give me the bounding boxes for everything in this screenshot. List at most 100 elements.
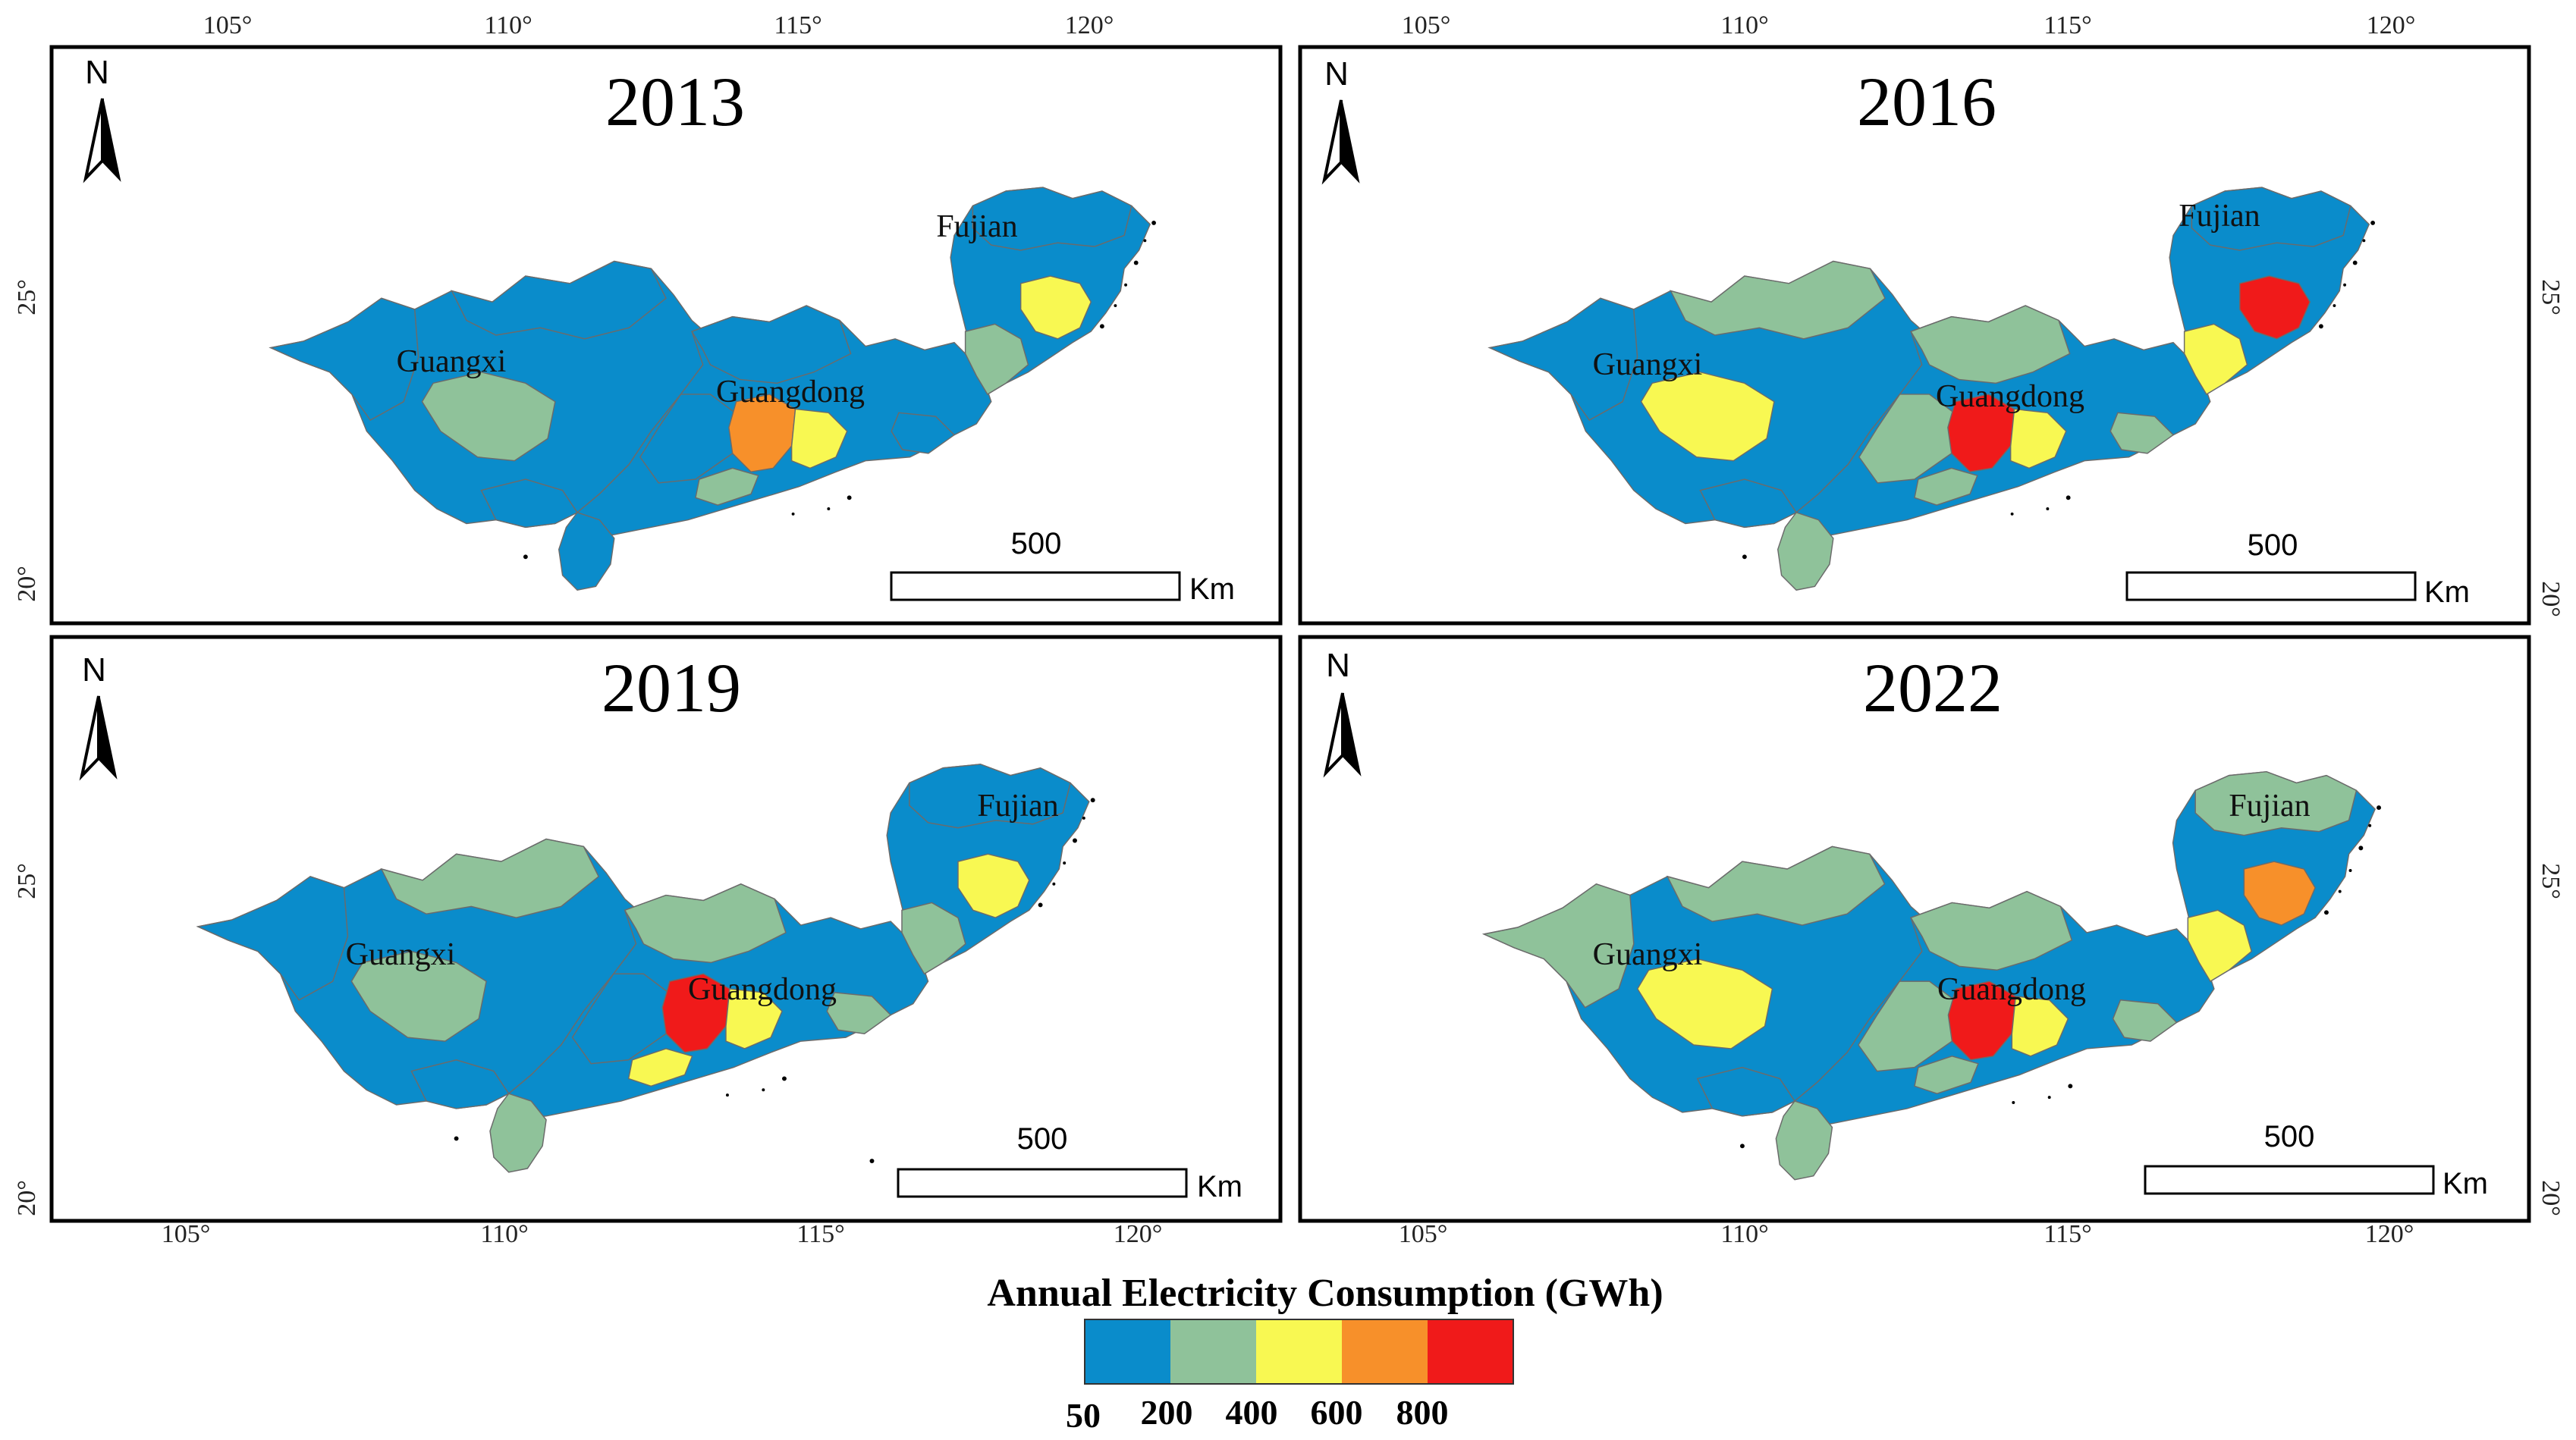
region-fj-south: [2187, 909, 2253, 983]
region-fj-fuzhou: [1019, 275, 1092, 340]
lon-tick-120-bottom: 120°: [1114, 1220, 1163, 1248]
region-fj-north: [972, 187, 1132, 251]
lon-tick-110-bottom: 110°: [480, 1220, 528, 1248]
label-guangxi-2022: Guangxi: [1593, 937, 1703, 972]
province-regions: [269, 187, 1156, 591]
scale-unit-2013: Km: [1189, 573, 1235, 606]
region-gd-west: [639, 394, 741, 484]
legend-swatch-400: [1256, 1319, 1342, 1384]
region-gx-south: [480, 478, 579, 529]
region-gd-west: [1858, 394, 1960, 484]
label-guangdong-2016: Guangdong: [1936, 379, 2084, 414]
year-title-2016: 2016: [1857, 63, 1996, 140]
top-longitude-axis: 105° 110° 115° 120° 105° 110° 115° 120°: [203, 11, 2416, 39]
region-gx-nanning: [350, 950, 487, 1042]
scale-bar-2016: 500 Km: [2125, 529, 2470, 609]
region-shapes-2016: [1487, 187, 2376, 591]
region-fj-fuzhou: [2243, 861, 2316, 926]
year-title-2013: 2013: [605, 63, 745, 140]
region-fj-north: [2194, 770, 2358, 836]
region-fj-north: [2191, 187, 2351, 251]
lon-tick-115-bottom: 115°: [796, 1220, 844, 1248]
north-arrow-2019: N: [80, 651, 117, 777]
lon-tick-105-right: 105°: [1402, 11, 1451, 39]
region-gd-west: [571, 973, 674, 1065]
region-gx-west: [1481, 883, 1635, 1009]
legend-tick-50: 50: [1066, 1396, 1101, 1435]
map-panel-2022: 2022 N Guangxi Guangdong Fujian 500 Km: [1298, 635, 2531, 1223]
map-panel-2019: 2019 N Guangxi Guangdong Fujian 500 Km: [49, 635, 1283, 1223]
scale-value-2022: 500: [2264, 1120, 2315, 1153]
lon-tick-120: 120°: [1065, 11, 1114, 39]
region-shapes-2022: [1481, 770, 2382, 1181]
region-fj-south: [2183, 323, 2248, 395]
region-gd-east: [891, 412, 956, 454]
label-guangxi-2019: Guangxi: [346, 937, 456, 972]
region-gx-west: [269, 297, 419, 422]
label-fujian-2016: Fujian: [2179, 199, 2260, 234]
scale-unit-2016: Km: [2424, 576, 2470, 609]
region-gd-hainan: [1775, 1100, 1833, 1181]
province-regions: [196, 764, 1095, 1173]
scale-value-2019: 500: [1017, 1122, 1068, 1156]
map-panel-2013: 2013 N Guangxi Guangdong Fujian 500 Km: [49, 45, 1283, 626]
label-guangxi-2013: Guangxi: [397, 344, 507, 379]
region-gd-north: [624, 883, 787, 964]
region-gx-south: [1699, 478, 1798, 529]
lon-tick-115-right: 115°: [2044, 11, 2091, 39]
year-title-2022: 2022: [1863, 649, 2003, 726]
north-arrow-2013: N: [84, 54, 121, 180]
region-gd-hainan: [489, 1093, 547, 1173]
north-label-2013: N: [85, 54, 109, 91]
label-guangdong-2013: Guangdong: [716, 375, 865, 409]
lat-tick-20-right-top: 20°: [2537, 581, 2565, 617]
lon-tick-110: 110°: [484, 11, 532, 39]
lon-tick-105-bottom-right: 105°: [1399, 1220, 1448, 1248]
region-fj-south: [964, 323, 1029, 395]
lat-tick-25-left-top: 25°: [13, 279, 41, 315]
legend-tick-800: 800: [1396, 1393, 1449, 1432]
north-label-2022: N: [1326, 647, 1350, 684]
region-gx-south: [410, 1059, 510, 1109]
region-gd-east1: [725, 988, 783, 1049]
map-panel-2016: 2016 N Guangxi Guangdong Fujian 500 Km: [1298, 45, 2531, 626]
lon-tick-115: 115°: [774, 11, 821, 39]
region-gd-east: [826, 992, 892, 1034]
lon-tick-110-right: 110°: [1720, 11, 1768, 39]
north-arrow-2022: N: [1324, 647, 1361, 774]
legend-tick-600: 600: [1311, 1393, 1363, 1432]
legend: Annual Electricity Consumption (GWh) 50 …: [987, 1272, 1663, 1435]
region-gd-west: [1858, 980, 1961, 1072]
region-gd-north: [1909, 890, 2073, 971]
region-gx-north: [1666, 845, 1886, 926]
region-gx-nanning: [1636, 958, 1773, 1049]
year-title-2019: 2019: [602, 649, 741, 726]
region-shapes-2013: [269, 187, 1156, 591]
region-gd-north: [1910, 305, 2071, 384]
legend-title: Annual Electricity Consumption (GWh): [987, 1272, 1663, 1315]
scale-bar-2022: 500 Km: [2144, 1120, 2488, 1200]
region-fj-south: [901, 902, 966, 975]
scale-bar-2019: 500 Km: [897, 1122, 1242, 1203]
region-gd-hainan: [1776, 511, 1834, 591]
region-gx-west: [196, 876, 349, 1001]
region-fj-fuzhou: [2238, 275, 2311, 340]
lat-tick-20-left-top: 20°: [13, 566, 41, 602]
lat-tick-20-left-bottom: 20°: [13, 1180, 41, 1216]
label-guangdong-2022: Guangdong: [1937, 972, 2086, 1007]
scale-unit-2019: Km: [1197, 1170, 1242, 1203]
lat-tick-25-left-bottom: 25°: [13, 863, 41, 899]
scale-value-2013: 500: [1011, 527, 1062, 560]
legend-swatches: [1085, 1319, 1513, 1384]
region-fj-north: [909, 764, 1071, 829]
region-gd-south: [1914, 467, 1978, 506]
region-gd-south: [695, 467, 759, 506]
latitude-axes: 25° 20° 25° 20° 25° 20° 25° 20°: [13, 279, 2565, 1216]
lon-tick-110-bottom-right: 110°: [1720, 1220, 1768, 1248]
region-gx-nanning: [1640, 371, 1775, 462]
legend-swatch-50: [1085, 1319, 1170, 1384]
region-gx-north: [451, 260, 667, 340]
lat-tick-25-right-bottom: 25°: [2537, 863, 2565, 899]
region-gd-east1: [2009, 408, 2067, 469]
